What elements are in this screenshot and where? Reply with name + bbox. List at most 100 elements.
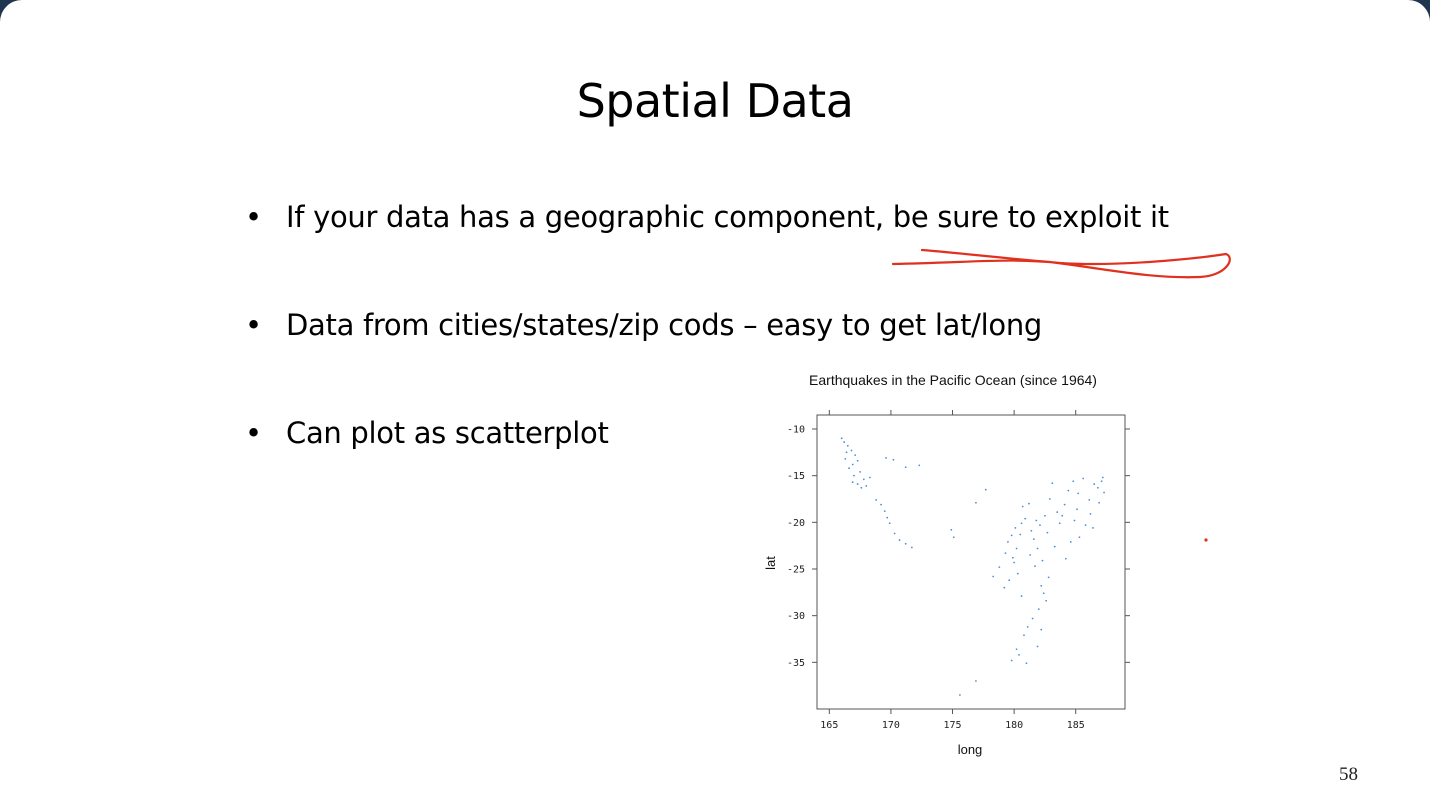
slide-title: Spatial Data [576, 74, 854, 128]
data-point [1103, 491, 1105, 494]
data-point [856, 459, 859, 462]
data-point [910, 546, 913, 549]
data-point [844, 457, 847, 460]
data-point [875, 499, 878, 501]
data-point [975, 501, 977, 504]
data-point [1096, 486, 1099, 489]
data-point [850, 449, 853, 452]
data-point [883, 510, 886, 513]
x-tick-label: 170 [882, 720, 900, 731]
plot-frame [816, 414, 1126, 710]
data-point [998, 566, 1001, 569]
bullet-item-3: • Can plot as scatterplot [245, 416, 609, 450]
data-point [854, 454, 857, 457]
data-point [1077, 492, 1080, 495]
data-point [1088, 499, 1091, 501]
data-point [1053, 545, 1056, 548]
y-axis-label: lat [763, 556, 778, 570]
data-point [1036, 547, 1039, 550]
data-point [848, 467, 850, 470]
data-point [1007, 541, 1009, 543]
data-point [1056, 511, 1059, 513]
bullet-text-2: Data from cities/states/zip cods – easy … [286, 308, 1043, 342]
data-point [1028, 502, 1030, 505]
bullet-dot-icon: • [245, 200, 262, 234]
data-point [1003, 586, 1006, 589]
data-point [1037, 608, 1040, 611]
data-point [1101, 476, 1104, 479]
data-point [1032, 538, 1035, 541]
bullet-dot-icon: • [245, 308, 262, 342]
data-point [1004, 552, 1007, 555]
data-point [1058, 522, 1061, 525]
data-point [865, 485, 868, 487]
y-tick-label: -25 [787, 565, 805, 576]
data-point [1093, 483, 1096, 485]
data-point [1072, 480, 1075, 483]
data-point [893, 532, 896, 535]
data-point [1040, 628, 1043, 631]
data-point [1089, 513, 1092, 515]
data-point [950, 528, 953, 531]
data-point [888, 522, 891, 525]
data-points [840, 437, 1105, 696]
data-point [851, 481, 854, 484]
data-point [869, 476, 871, 479]
data-point [1067, 489, 1070, 492]
data-point [1048, 498, 1051, 500]
x-tick-label: 175 [943, 720, 961, 731]
bullet-item-1: • If your data has a geographic component… [245, 200, 1169, 234]
data-point [892, 458, 895, 461]
data-point [992, 575, 995, 578]
x-axis-label: long [958, 742, 983, 757]
data-point [1092, 527, 1094, 529]
data-point [859, 471, 862, 473]
data-point [1021, 505, 1024, 508]
data-point [1064, 557, 1067, 560]
data-point [898, 539, 901, 541]
data-point [904, 466, 907, 469]
data-point [1010, 534, 1013, 537]
data-point [1039, 524, 1041, 527]
data-point [1069, 541, 1072, 543]
data-point [862, 478, 865, 481]
data-point [1020, 522, 1023, 525]
data-point [1073, 519, 1076, 522]
axis-ticks: 165 170 175 180 185 -10 -15 -20 -25 -30 -35 [787, 410, 1130, 731]
data-point [1076, 508, 1078, 511]
x-tick-label: 180 [1005, 720, 1023, 731]
data-point [1036, 645, 1039, 648]
x-tick-label: 185 [1067, 720, 1085, 731]
data-point [959, 694, 961, 696]
data-point [1084, 524, 1087, 527]
data-point [1041, 559, 1044, 562]
data-point [918, 464, 921, 467]
data-point [1018, 653, 1020, 656]
data-point [1040, 584, 1043, 587]
ink-dot-mark [1204, 538, 1208, 542]
data-point [843, 441, 846, 443]
y-tick-label: -15 [787, 471, 805, 482]
data-point [880, 503, 882, 506]
data-point [1011, 556, 1014, 559]
earthquake-scatterplot: Earthquakes in the Pacific Ocean (since … [763, 372, 1130, 757]
ink-underline-stroke [891, 248, 1231, 279]
data-point [1025, 662, 1028, 665]
data-point [1015, 547, 1018, 550]
data-point [885, 457, 887, 459]
x-tick-label: 165 [820, 720, 838, 731]
data-point [1016, 572, 1019, 575]
data-point [1008, 579, 1011, 582]
data-point [1035, 519, 1038, 522]
data-point [1026, 625, 1029, 628]
y-tick-label: -30 [787, 611, 805, 622]
data-point [1051, 482, 1054, 485]
data-point [984, 488, 987, 491]
data-point [860, 486, 863, 489]
bullet-dot-icon: • [245, 416, 262, 450]
chart-title: Earthquakes in the Pacific Ocean (since … [809, 372, 1097, 388]
data-point [1014, 527, 1017, 529]
data-point [1078, 536, 1081, 539]
bullet-text-1: If your data has a geographic component,… [286, 200, 1169, 234]
data-point [853, 474, 855, 477]
